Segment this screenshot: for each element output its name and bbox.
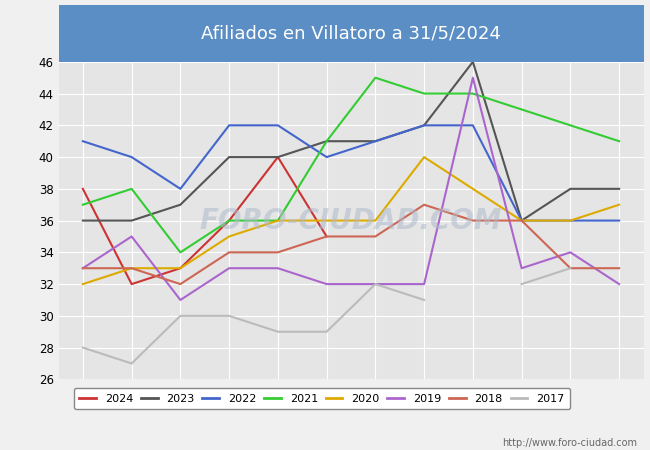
Text: http://www.foro-ciudad.com: http://www.foro-ciudad.com	[502, 438, 637, 448]
Text: Afiliados en Villatoro a 31/5/2024: Afiliados en Villatoro a 31/5/2024	[201, 24, 501, 42]
Text: FORO-CIUDAD.COM: FORO-CIUDAD.COM	[200, 207, 502, 234]
Legend: 2024, 2023, 2022, 2021, 2020, 2019, 2018, 2017: 2024, 2023, 2022, 2021, 2020, 2019, 2018…	[73, 388, 570, 410]
